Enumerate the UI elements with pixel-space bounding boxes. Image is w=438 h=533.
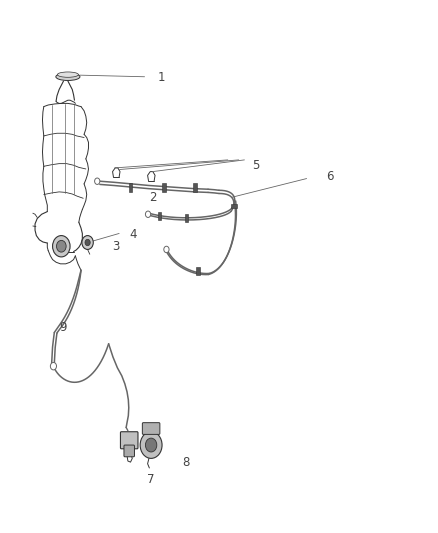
Circle shape — [164, 246, 169, 253]
Circle shape — [145, 211, 151, 217]
Text: 1: 1 — [158, 71, 165, 84]
Text: 5: 5 — [252, 159, 259, 172]
FancyBboxPatch shape — [120, 432, 138, 449]
FancyBboxPatch shape — [142, 423, 160, 434]
Bar — [129, 183, 132, 192]
Text: 3: 3 — [112, 240, 119, 253]
Bar — [158, 212, 161, 220]
Circle shape — [57, 240, 66, 252]
Text: 6: 6 — [326, 171, 334, 183]
Text: 8: 8 — [182, 456, 189, 469]
Bar — [185, 214, 188, 222]
Circle shape — [50, 362, 57, 370]
Bar — [196, 267, 200, 275]
Text: 9: 9 — [59, 321, 67, 334]
Text: 2: 2 — [149, 191, 156, 204]
FancyBboxPatch shape — [124, 445, 134, 457]
Circle shape — [140, 432, 162, 458]
Circle shape — [53, 236, 70, 257]
Bar — [162, 183, 166, 192]
Text: 4: 4 — [129, 228, 137, 241]
Bar — [231, 204, 237, 208]
Ellipse shape — [57, 72, 78, 77]
Circle shape — [85, 239, 90, 246]
Circle shape — [95, 178, 100, 184]
Circle shape — [82, 236, 93, 249]
Circle shape — [145, 438, 157, 452]
Bar — [193, 183, 197, 192]
Text: 7: 7 — [147, 473, 154, 486]
Ellipse shape — [56, 73, 80, 80]
